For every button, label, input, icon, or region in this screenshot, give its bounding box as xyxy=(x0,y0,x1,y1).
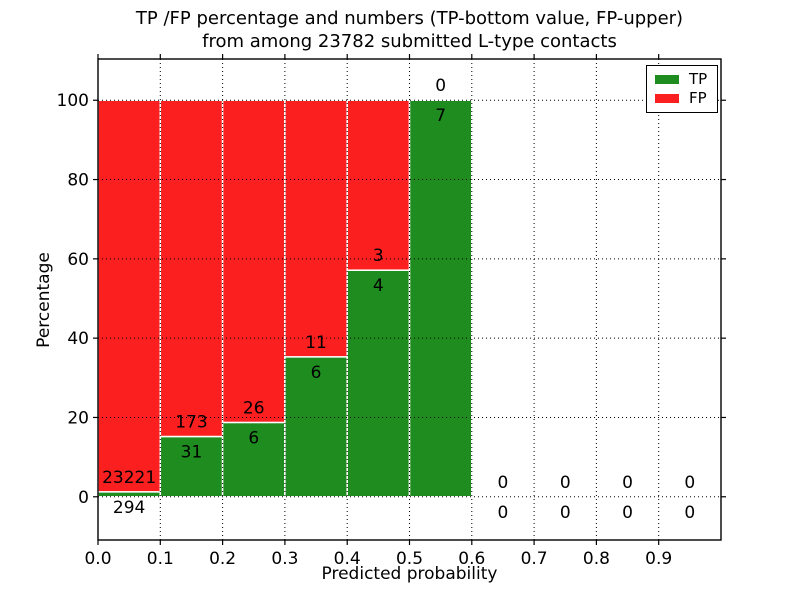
tp-count-label: 7 xyxy=(435,106,446,126)
y-tick-label: 20 xyxy=(67,408,89,428)
chart-title-line2: from among 23782 submitted L-type contac… xyxy=(202,31,617,52)
fp-count-label: 0 xyxy=(498,473,509,493)
fp-count-label: 173 xyxy=(175,413,207,433)
fp-count-label: 0 xyxy=(684,473,695,493)
legend-item-fp: FP xyxy=(655,90,710,107)
tp-count-label: 6 xyxy=(248,428,259,448)
tp-count-label: 294 xyxy=(113,498,145,518)
tp-count-label: 6 xyxy=(311,363,322,383)
bar-fp-segment xyxy=(159,99,224,438)
x-tick-label: 0.9 xyxy=(645,549,672,569)
bar-tp-segment xyxy=(159,435,224,498)
fp-count-label: 23221 xyxy=(102,468,156,488)
tp-count-label: 0 xyxy=(498,503,509,523)
x-tick-label: 0.0 xyxy=(84,549,111,569)
tp-count-label: 31 xyxy=(181,443,203,463)
fp-legend-swatch-icon xyxy=(655,94,679,103)
fp-count-label: 3 xyxy=(373,246,384,266)
tp-count-label: 0 xyxy=(622,503,633,523)
y-tick-label: 60 xyxy=(67,250,89,270)
x-tick-label: 0.3 xyxy=(271,549,298,569)
chart-title-line1: TP /FP percentage and numbers (TP-bottom… xyxy=(135,8,684,29)
y-axis-label: Percentage xyxy=(34,252,54,348)
x-tick-label: 0.1 xyxy=(147,549,174,569)
y-tick-label: 40 xyxy=(67,329,89,349)
bar-tp-segment xyxy=(408,99,473,498)
bar-fp-segment xyxy=(221,99,286,424)
fp-count-label: 11 xyxy=(305,333,327,353)
bar-fp-segment xyxy=(97,99,162,493)
bar-tp-segment xyxy=(346,269,411,498)
tp-count-label: 0 xyxy=(560,503,571,523)
tp-legend-swatch-icon xyxy=(655,75,679,84)
tp-count-label: 4 xyxy=(373,276,384,296)
chart-title: TP /FP percentage and numbers (TP-bottom… xyxy=(98,7,721,53)
tp-count-label: 0 xyxy=(684,503,695,523)
legend: TP FP xyxy=(646,65,718,113)
fp-count-label: 0 xyxy=(622,473,633,493)
fp-count-label: 0 xyxy=(435,76,446,96)
x-axis-label: Predicted probability xyxy=(321,564,498,584)
y-tick-label: 100 xyxy=(57,91,89,111)
tp-legend-label: TP xyxy=(689,70,708,88)
y-tick-label: 80 xyxy=(67,171,89,191)
bar-fp-segment xyxy=(346,99,411,271)
x-tick-label: 0.4 xyxy=(334,549,361,569)
bar-fp-segment xyxy=(284,99,348,358)
fp-count-label: 26 xyxy=(243,398,265,418)
legend-item-tp: TP xyxy=(655,71,710,88)
x-tick-label: 0.2 xyxy=(209,549,236,569)
y-tick-label: 0 xyxy=(78,488,89,508)
x-tick-label: 0.7 xyxy=(521,549,548,569)
x-tick-label: 0.6 xyxy=(458,549,485,569)
x-tick-label: 0.5 xyxy=(396,549,423,569)
fp-count-label: 0 xyxy=(560,473,571,493)
x-tick-label: 0.8 xyxy=(583,549,610,569)
fp-legend-label: FP xyxy=(689,89,707,107)
